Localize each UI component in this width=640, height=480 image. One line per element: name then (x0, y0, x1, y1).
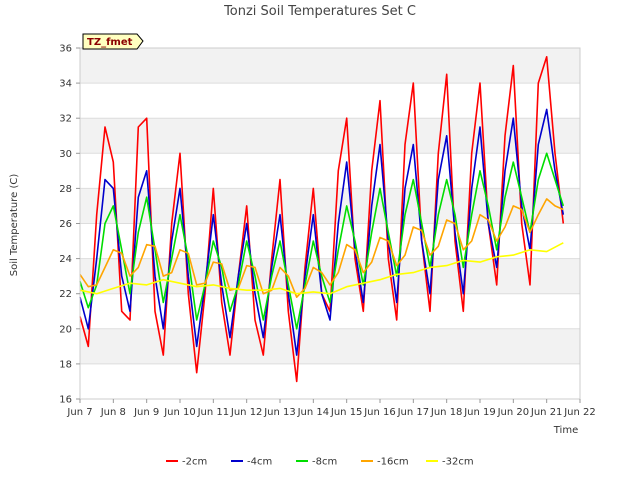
grid (80, 47, 580, 400)
y-tick-label: 20 (59, 324, 72, 335)
badge-label: TZ_fmet (87, 37, 133, 48)
x-axis: Jun 7 Jun 8 Jun 9 Jun 10 Jun 11 Jun 12 Jun 13 J… (66, 399, 596, 418)
y-tick-label: 18 (59, 359, 72, 370)
y-tick-label: 36 (59, 44, 72, 55)
y-tick-label: 24 (59, 254, 72, 265)
legend-label: -32cm (442, 457, 474, 468)
x-tick-label: Jun 18 (430, 407, 463, 418)
y-tick-label: 28 (59, 184, 72, 195)
x-tick-label: Jun 15 (330, 407, 363, 418)
series-line-4cm (79, 108, 565, 356)
legend-label: -2cm (182, 457, 207, 468)
plot-band (80, 48, 580, 84)
x-tick-label: Jun 9 (133, 407, 159, 418)
badge-box (82, 33, 144, 50)
y-tick-label: 22 (59, 289, 72, 300)
legend: -2cm -4cm -8cm -16cm -32cm (166, 457, 474, 468)
plot-band (80, 118, 580, 154)
x-tick-label: Jun 21 (530, 407, 563, 418)
x-tick-label: Jun 10 (163, 407, 196, 418)
x-tick-label: Jun 16 (363, 407, 396, 418)
y-tick-label: 34 (59, 79, 72, 90)
legend-label: -4cm (247, 457, 272, 468)
y-tick-label: 26 (59, 219, 72, 230)
y-tick-label: 16 (59, 395, 72, 406)
y-tick-label: 32 (59, 114, 72, 125)
plot-band (80, 188, 580, 224)
plot-band (80, 328, 580, 364)
x-tick-label: Jun 20 (497, 407, 530, 418)
x-tick-label: Jun 7 (66, 407, 92, 418)
x-tick-label: Jun 8 (100, 407, 126, 418)
chart-title: Tonzi Soil Temperatures Set C (223, 4, 416, 19)
series-line-8cm (79, 152, 565, 330)
badge: TZ_fmet (82, 33, 144, 50)
legend-label: -16cm (377, 457, 409, 468)
x-tick-label: Jun 12 (230, 407, 263, 418)
series-line-16cm (79, 198, 564, 299)
x-tick-label: Jun 11 (197, 407, 230, 418)
series-line-32cm (79, 242, 564, 295)
x-tick-label: Jun 14 (297, 407, 330, 418)
legend-label: -8cm (312, 457, 337, 468)
x-tick-label: Jun 19 (463, 407, 496, 418)
y-axis-label: Soil Temperature (C) (9, 174, 20, 277)
x-tick-label: Jun 17 (397, 407, 430, 418)
y-tick-label: 30 (59, 149, 72, 160)
x-tick-label: Jun 22 (563, 407, 596, 418)
x-tick-label: Jun 13 (263, 407, 296, 418)
y-axis: 16 18 20 22 24 26 28 30 32 34 36 (59, 44, 80, 406)
x-axis-label: Time (553, 425, 578, 436)
series-layer (79, 55, 565, 383)
